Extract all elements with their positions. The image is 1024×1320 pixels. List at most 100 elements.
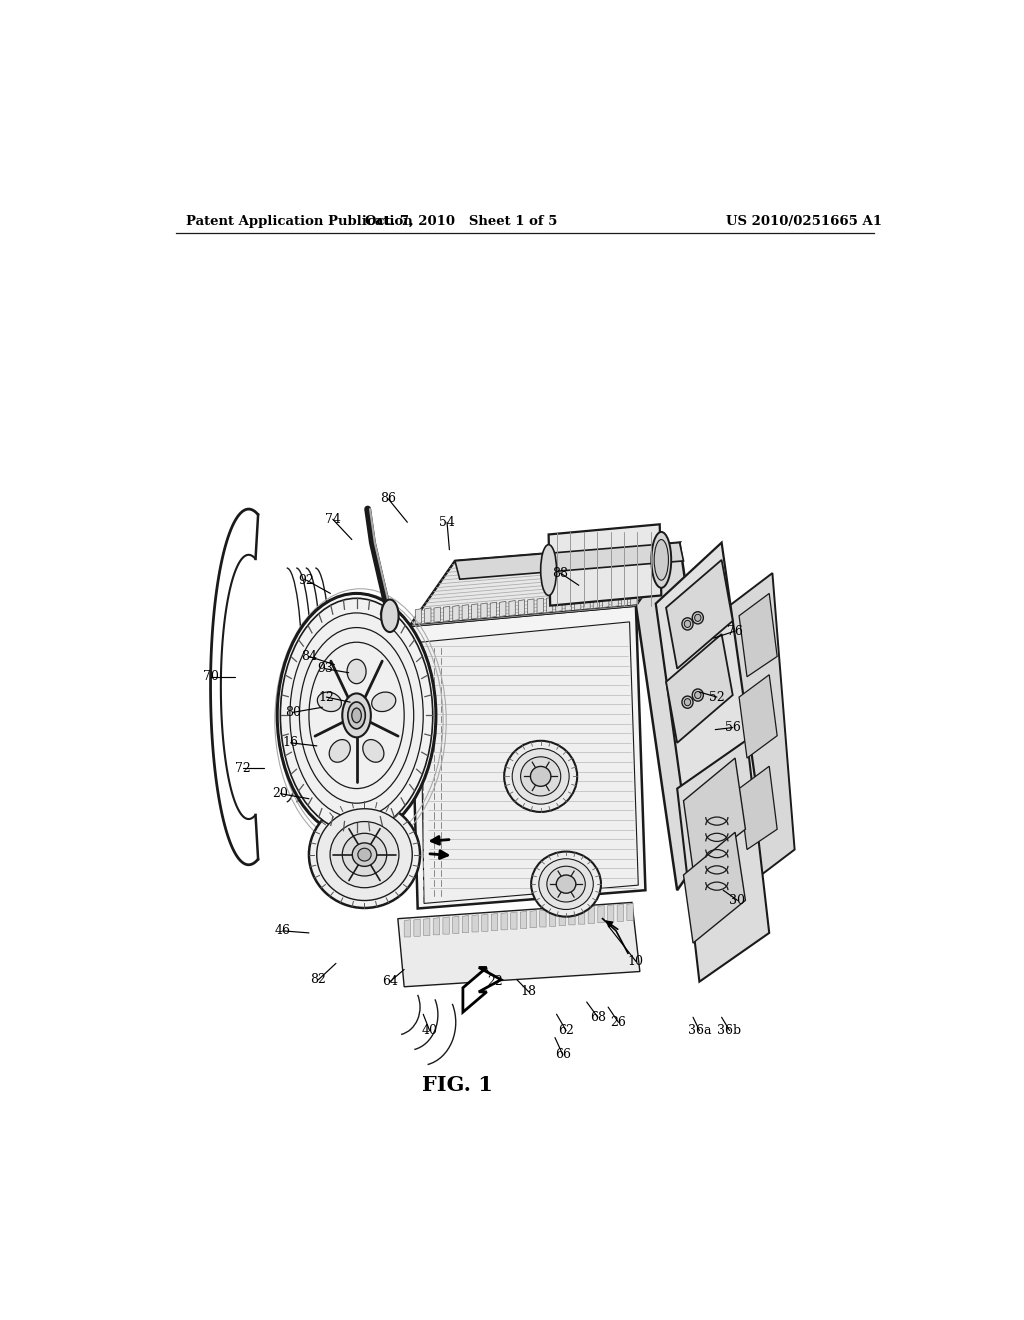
- Ellipse shape: [692, 611, 703, 624]
- Text: 18: 18: [521, 985, 537, 998]
- Polygon shape: [612, 591, 618, 607]
- Ellipse shape: [342, 693, 371, 738]
- Polygon shape: [584, 594, 590, 610]
- Polygon shape: [666, 634, 733, 743]
- Ellipse shape: [278, 594, 436, 837]
- Ellipse shape: [281, 598, 433, 833]
- Ellipse shape: [357, 849, 371, 861]
- Polygon shape: [602, 593, 609, 607]
- Ellipse shape: [531, 851, 601, 916]
- Ellipse shape: [539, 859, 593, 909]
- Polygon shape: [540, 909, 546, 927]
- Polygon shape: [397, 903, 640, 987]
- Text: Oct. 7, 2010   Sheet 1 of 5: Oct. 7, 2010 Sheet 1 of 5: [366, 215, 557, 228]
- Polygon shape: [443, 606, 450, 622]
- Ellipse shape: [299, 627, 414, 803]
- Text: 16: 16: [283, 737, 299, 750]
- Text: 54: 54: [439, 516, 455, 529]
- Text: 20: 20: [272, 787, 289, 800]
- Polygon shape: [410, 543, 680, 626]
- Ellipse shape: [352, 843, 377, 866]
- Ellipse shape: [556, 875, 575, 894]
- Polygon shape: [574, 595, 581, 610]
- Ellipse shape: [342, 833, 387, 876]
- Polygon shape: [500, 602, 506, 616]
- Polygon shape: [636, 543, 722, 890]
- Polygon shape: [490, 602, 497, 618]
- Text: 64: 64: [382, 975, 398, 989]
- Ellipse shape: [547, 866, 586, 902]
- Ellipse shape: [541, 545, 557, 595]
- Polygon shape: [579, 907, 585, 924]
- Polygon shape: [414, 919, 420, 936]
- Text: 80: 80: [285, 706, 301, 719]
- Text: 92: 92: [299, 574, 314, 586]
- Polygon shape: [617, 904, 624, 921]
- Polygon shape: [410, 606, 645, 908]
- Polygon shape: [453, 916, 459, 933]
- Text: US 2010/0251665 A1: US 2010/0251665 A1: [726, 215, 882, 228]
- Ellipse shape: [694, 692, 701, 698]
- Text: Patent Application Publication: Patent Application Publication: [186, 215, 413, 228]
- Text: 30: 30: [729, 894, 745, 907]
- Ellipse shape: [316, 809, 413, 900]
- Polygon shape: [607, 904, 613, 923]
- Polygon shape: [416, 609, 422, 624]
- Text: 76: 76: [727, 624, 743, 638]
- Polygon shape: [739, 594, 777, 677]
- Ellipse shape: [694, 614, 701, 622]
- Text: 40: 40: [422, 1024, 437, 1038]
- Polygon shape: [537, 598, 544, 614]
- Polygon shape: [739, 675, 777, 758]
- Polygon shape: [455, 543, 684, 579]
- Ellipse shape: [362, 739, 384, 762]
- Polygon shape: [481, 913, 488, 932]
- Ellipse shape: [684, 698, 690, 706]
- Polygon shape: [462, 605, 468, 620]
- Ellipse shape: [290, 612, 423, 818]
- Ellipse shape: [512, 748, 569, 804]
- Text: 66: 66: [555, 1048, 571, 1061]
- Polygon shape: [684, 758, 745, 870]
- Text: 93: 93: [316, 663, 333, 675]
- Ellipse shape: [682, 696, 693, 709]
- Ellipse shape: [348, 702, 366, 729]
- Polygon shape: [684, 833, 745, 942]
- Polygon shape: [433, 917, 439, 935]
- Polygon shape: [527, 599, 534, 614]
- Ellipse shape: [684, 620, 690, 627]
- Polygon shape: [453, 606, 459, 620]
- Polygon shape: [472, 915, 478, 932]
- Text: 46: 46: [274, 924, 291, 937]
- Polygon shape: [559, 908, 565, 925]
- Polygon shape: [420, 622, 638, 903]
- Polygon shape: [556, 597, 562, 611]
- Polygon shape: [550, 909, 556, 927]
- Ellipse shape: [352, 708, 361, 723]
- Text: 62: 62: [558, 1024, 574, 1038]
- Text: 70: 70: [204, 671, 219, 684]
- Polygon shape: [739, 766, 777, 850]
- Ellipse shape: [520, 756, 561, 796]
- Polygon shape: [547, 597, 553, 612]
- Polygon shape: [434, 607, 440, 622]
- Ellipse shape: [504, 741, 578, 812]
- Text: 36a: 36a: [688, 1024, 711, 1038]
- Polygon shape: [565, 595, 571, 611]
- Text: 10: 10: [628, 954, 644, 968]
- Polygon shape: [424, 919, 430, 936]
- Polygon shape: [622, 591, 628, 606]
- Ellipse shape: [692, 689, 703, 701]
- Ellipse shape: [381, 599, 398, 632]
- Polygon shape: [520, 911, 526, 928]
- Text: 36b: 36b: [718, 1024, 741, 1038]
- Text: 68: 68: [590, 1011, 606, 1024]
- Polygon shape: [492, 913, 498, 931]
- Ellipse shape: [309, 643, 404, 788]
- Polygon shape: [655, 543, 757, 850]
- Text: 12: 12: [318, 690, 335, 704]
- Text: 52: 52: [709, 690, 725, 704]
- Polygon shape: [666, 560, 733, 669]
- Polygon shape: [481, 603, 487, 618]
- Polygon shape: [530, 911, 537, 928]
